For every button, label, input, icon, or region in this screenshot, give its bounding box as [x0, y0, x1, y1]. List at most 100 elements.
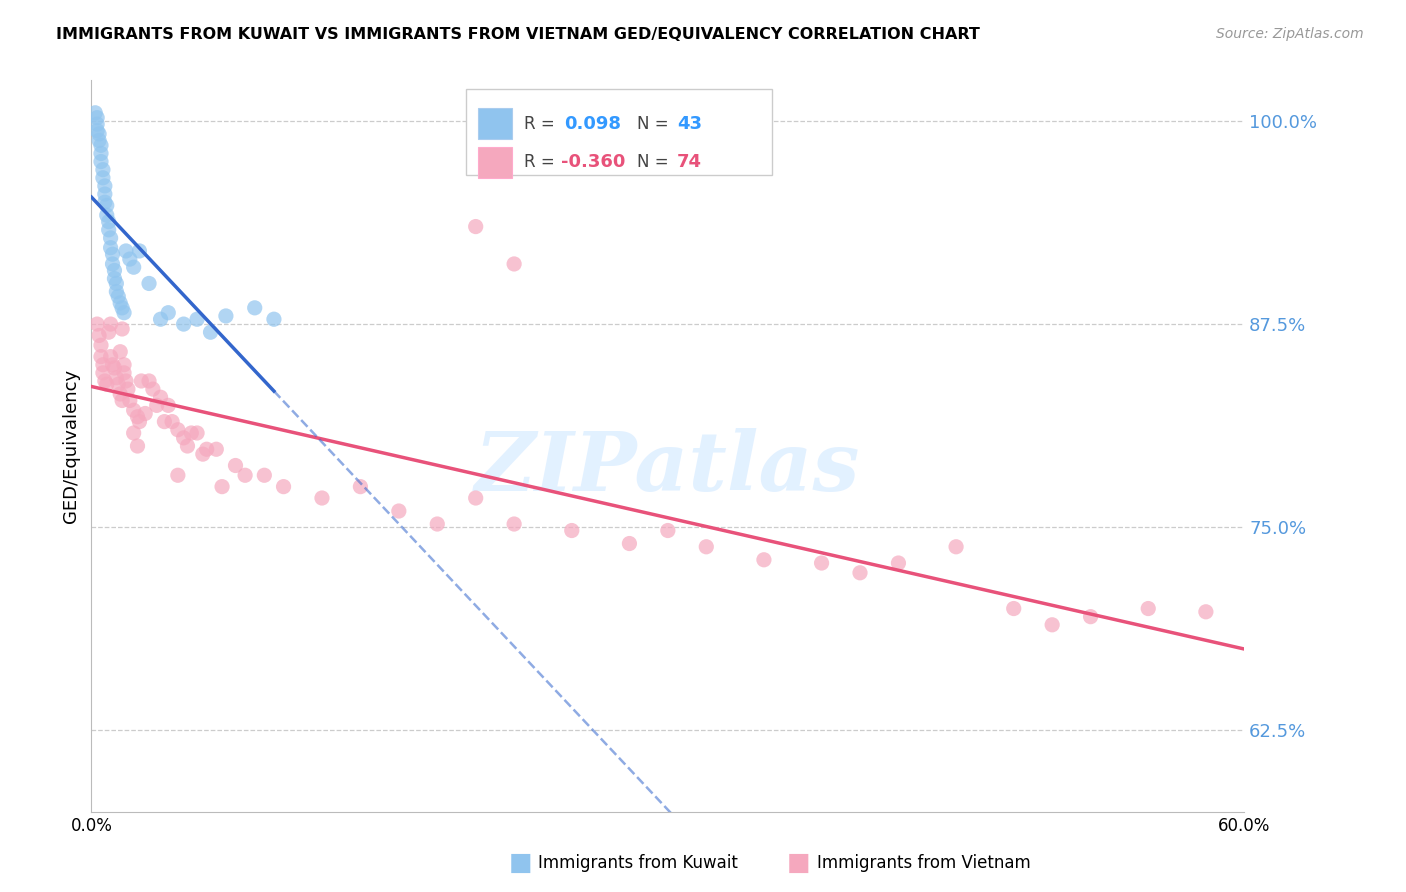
Point	[115, 244, 138, 258]
Point	[103, 263, 125, 277]
Point	[243, 301, 266, 315]
Text: ■: ■	[509, 851, 531, 874]
Text: R =: R =	[523, 114, 554, 133]
Point	[91, 358, 114, 372]
Point	[100, 241, 122, 255]
Point	[87, 127, 110, 141]
Text: IMMIGRANTS FROM KUWAIT VS IMMIGRANTS FROM VIETNAM GED/EQUIVALENCY CORRELATION CH: IMMIGRANTS FROM KUWAIT VS IMMIGRANTS FRO…	[56, 27, 980, 42]
Point	[111, 393, 134, 408]
Point	[464, 491, 486, 505]
Point	[561, 524, 583, 538]
Point	[695, 540, 717, 554]
Point	[94, 187, 117, 202]
Point	[173, 317, 195, 331]
Point	[195, 442, 218, 457]
Point	[215, 309, 238, 323]
Point	[86, 111, 108, 125]
Point	[157, 398, 180, 412]
Text: ZIPatlas: ZIPatlas	[475, 428, 860, 508]
Point	[84, 105, 107, 120]
Point	[118, 252, 141, 266]
Point	[186, 312, 208, 326]
Point	[138, 374, 160, 388]
Point	[112, 358, 135, 372]
Point	[205, 442, 228, 457]
Point	[945, 540, 967, 554]
Point	[752, 553, 775, 567]
Point	[107, 289, 129, 303]
Point	[127, 409, 149, 424]
Text: N =: N =	[637, 153, 668, 171]
Point	[86, 123, 108, 137]
Point	[128, 244, 150, 258]
Text: R =: R =	[523, 153, 554, 171]
Point	[887, 556, 910, 570]
Point	[100, 317, 122, 331]
Point	[87, 133, 110, 147]
Point	[122, 260, 145, 275]
Point	[149, 390, 172, 404]
Point	[186, 425, 208, 440]
Point	[810, 556, 832, 570]
Point	[1195, 605, 1218, 619]
Point	[110, 344, 132, 359]
Point	[111, 322, 134, 336]
Point	[127, 439, 149, 453]
Point	[97, 223, 120, 237]
Point	[90, 154, 112, 169]
Point	[503, 257, 526, 271]
Y-axis label: GED/Equivalency: GED/Equivalency	[62, 369, 80, 523]
Point	[110, 387, 132, 401]
Point	[103, 271, 125, 285]
Point	[1040, 617, 1063, 632]
Point	[200, 325, 222, 339]
Point	[1080, 609, 1102, 624]
Point	[97, 215, 120, 229]
Point	[96, 377, 118, 392]
Point	[100, 231, 122, 245]
Point	[253, 468, 276, 483]
Point	[180, 425, 202, 440]
Point	[263, 312, 285, 326]
Text: 43: 43	[678, 114, 702, 133]
Point	[131, 374, 153, 388]
FancyBboxPatch shape	[465, 89, 772, 176]
Point	[103, 361, 125, 376]
Text: N =: N =	[637, 114, 668, 133]
Point	[94, 374, 117, 388]
Point	[101, 358, 124, 372]
Point	[111, 301, 134, 315]
Text: 74: 74	[678, 153, 702, 171]
Point	[503, 516, 526, 531]
Point	[166, 423, 188, 437]
Point	[211, 480, 233, 494]
Point	[225, 458, 247, 473]
Point	[90, 138, 112, 153]
Point	[149, 312, 172, 326]
Point	[311, 491, 333, 505]
FancyBboxPatch shape	[478, 147, 512, 178]
Point	[349, 480, 371, 494]
Point	[117, 382, 139, 396]
Point	[145, 398, 167, 412]
Point	[122, 403, 145, 417]
Point	[619, 536, 641, 550]
Point	[101, 247, 124, 261]
Point	[105, 277, 128, 291]
Point	[233, 468, 256, 483]
Point	[91, 366, 114, 380]
Point	[96, 208, 118, 222]
Text: 0.098: 0.098	[564, 114, 621, 133]
Point	[426, 516, 449, 531]
Point	[122, 425, 145, 440]
Point	[94, 195, 117, 210]
Point	[90, 338, 112, 352]
Point	[176, 439, 198, 453]
Point	[1002, 601, 1025, 615]
Point	[166, 468, 188, 483]
Point	[94, 178, 117, 193]
Point	[112, 366, 135, 380]
Point	[157, 306, 180, 320]
Text: -0.360: -0.360	[561, 153, 626, 171]
Point	[86, 317, 108, 331]
